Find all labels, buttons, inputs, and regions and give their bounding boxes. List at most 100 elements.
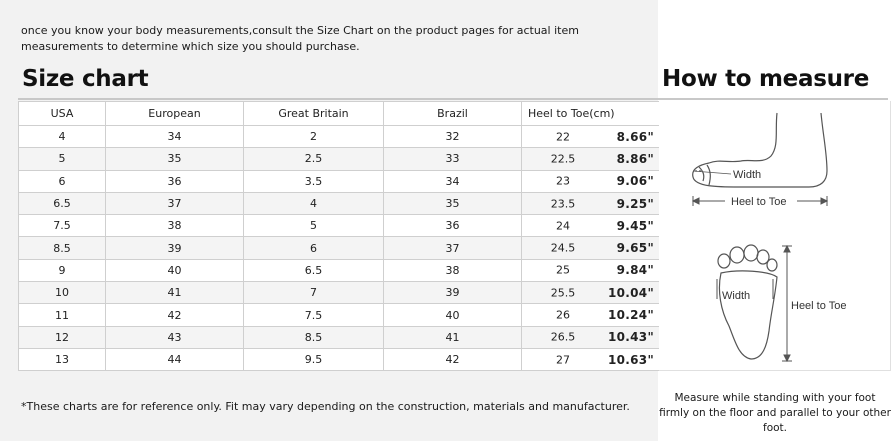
cell-brazil: 42 — [383, 347, 522, 372]
cell-usa: 4 — [18, 124, 106, 149]
table-row: 6.5 37 4 35 23.5 9.25" — [18, 191, 660, 216]
cell-great-britain: 7.5 — [243, 303, 384, 327]
cell-great-britain: 2 — [243, 124, 384, 149]
heel-to-toe-inch: 8.66" — [616, 129, 654, 144]
table-row: 7.5 38 5 36 24 9.45" — [18, 214, 660, 238]
heel-to-toe-cm: 25.5 — [550, 286, 576, 300]
cell-usa: 5 — [18, 147, 106, 171]
cell-brazil: 39 — [383, 281, 522, 305]
heel-to-toe-cm: 24 — [556, 219, 570, 233]
cell-usa: 9 — [18, 258, 106, 283]
cell-great-britain: 3.5 — [243, 169, 384, 193]
cell-great-britain: 5 — [243, 214, 384, 238]
heel-to-toe-inch: 9.45" — [616, 218, 654, 233]
heel-to-toe-cm: 25 — [556, 263, 570, 277]
table-row: 5 35 2.5 33 22.5 8.86" — [18, 147, 660, 171]
heel-to-toe-inch: 10.24" — [607, 308, 654, 323]
cell-heel-to-toe: 24.5 9.65" — [521, 236, 660, 260]
cell-great-britain: 6.5 — [243, 258, 384, 283]
cell-brazil: 37 — [383, 236, 522, 260]
heel-to-toe-cm: 26.5 — [550, 330, 576, 344]
cell-great-britain: 6 — [243, 236, 384, 260]
divider — [18, 98, 888, 100]
table-row: 6 36 3.5 34 23 9.06" — [18, 169, 660, 193]
cell-brazil: 36 — [383, 214, 522, 238]
table-row: 4 34 2 32 22 8.66" — [18, 124, 660, 149]
measure-note: Measure while standing with your foot fi… — [659, 392, 891, 434]
foot-diagram: Width Heel to Toe Width — [691, 112, 846, 363]
cell-brazil: 33 — [383, 147, 522, 171]
intro-text: once you know your body measurements,con… — [21, 24, 579, 53]
cell-brazil: 38 — [383, 258, 522, 283]
sole-width-label: Width — [722, 290, 750, 302]
cell-european: 44 — [105, 347, 244, 372]
cell-heel-to-toe: 23 9.06" — [521, 169, 660, 193]
heel-to-toe-inch: 10.43" — [607, 330, 654, 345]
size-rows: 4 34 2 32 22 8.66" 5 35 2.5 33 22.5 8.86" 6 36 3.5 34 23… — [18, 124, 660, 372]
heel-to-toe-cm: 26 — [556, 308, 570, 322]
cell-heel-to-toe: 23.5 9.25" — [521, 191, 660, 216]
sole-length-arrow — [782, 244, 792, 363]
table-header-row: USA European Great Britain Brazil Heel t… — [18, 101, 660, 126]
heel-to-toe-cm: 27 — [556, 353, 570, 367]
heel-to-toe-inch: 10.04" — [607, 285, 654, 300]
cell-heel-to-toe: 22 8.66" — [521, 124, 660, 149]
heel-to-toe-cm: 24.5 — [550, 241, 576, 255]
cell-european: 39 — [105, 236, 244, 260]
cell-usa: 6.5 — [18, 191, 106, 216]
cell-heel-to-toe: 25.5 10.04" — [521, 281, 660, 305]
cell-great-britain: 4 — [243, 191, 384, 216]
cell-brazil: 40 — [383, 303, 522, 327]
cell-heel-to-toe: 24 9.45" — [521, 214, 660, 238]
table-row: 8.5 39 6 37 24.5 9.65" — [18, 236, 660, 260]
cell-great-britain: 7 — [243, 281, 384, 305]
cell-european: 34 — [105, 124, 244, 149]
cell-great-britain: 9.5 — [243, 347, 384, 372]
cell-usa: 6 — [18, 169, 106, 193]
table-row: 10 41 7 39 25.5 10.04" — [18, 281, 660, 305]
cell-european: 38 — [105, 214, 244, 238]
cell-european: 35 — [105, 147, 244, 171]
cell-european: 40 — [105, 258, 244, 283]
cell-great-britain: 2.5 — [243, 147, 384, 171]
heel-to-toe-inch: 9.25" — [616, 196, 654, 211]
cell-usa: 10 — [18, 281, 106, 305]
heel-to-toe-cm: 23 — [556, 174, 570, 188]
cell-heel-to-toe: 26.5 10.43" — [521, 325, 660, 349]
cell-usa: 13 — [18, 347, 106, 372]
header-heel-to-toe: Heel to Toe(cm) — [521, 101, 660, 126]
size-chart-title: Size chart — [22, 66, 149, 92]
heel-to-toe-cm: 23.5 — [550, 197, 576, 211]
cell-european: 37 — [105, 191, 244, 216]
cell-heel-to-toe: 27 10.63" — [521, 347, 660, 372]
heel-to-toe-inch: 10.63" — [607, 352, 654, 367]
cell-brazil: 41 — [383, 325, 522, 349]
table-row: 12 43 8.5 41 26.5 10.43" — [18, 325, 660, 349]
cell-european: 43 — [105, 325, 244, 349]
header-brazil: Brazil — [383, 101, 522, 126]
header-great-britain: Great Britain — [243, 101, 384, 126]
cell-heel-to-toe: 22.5 8.86" — [521, 147, 660, 171]
cell-usa: 11 — [18, 303, 106, 327]
side-width-label: Width — [733, 169, 761, 181]
heel-to-toe-inch: 9.65" — [616, 241, 654, 256]
cell-heel-to-toe: 25 9.84" — [521, 258, 660, 283]
cell-brazil: 34 — [383, 169, 522, 193]
heel-to-toe-cm: 22 — [556, 130, 570, 144]
table-row: 13 44 9.5 42 27 10.63" — [18, 347, 660, 372]
header-european: European — [105, 101, 244, 126]
sole-foot-icon — [717, 244, 778, 360]
cell-heel-to-toe: 26 10.24" — [521, 303, 660, 327]
cell-brazil: 32 — [383, 124, 522, 149]
cell-european: 36 — [105, 169, 244, 193]
cell-brazil: 35 — [383, 191, 522, 216]
cell-great-britain: 8.5 — [243, 325, 384, 349]
side-length-label: Heel to Toe — [731, 196, 786, 208]
cell-european: 42 — [105, 303, 244, 327]
heel-to-toe-inch: 9.06" — [616, 174, 654, 189]
header-usa: USA — [18, 101, 106, 126]
cell-usa: 12 — [18, 325, 106, 349]
table-row: 9 40 6.5 38 25 9.84" — [18, 258, 660, 283]
size-chart-table: USA European Great Britain Brazil Heel t… — [18, 101, 660, 372]
heel-to-toe-inch: 8.86" — [616, 151, 654, 166]
